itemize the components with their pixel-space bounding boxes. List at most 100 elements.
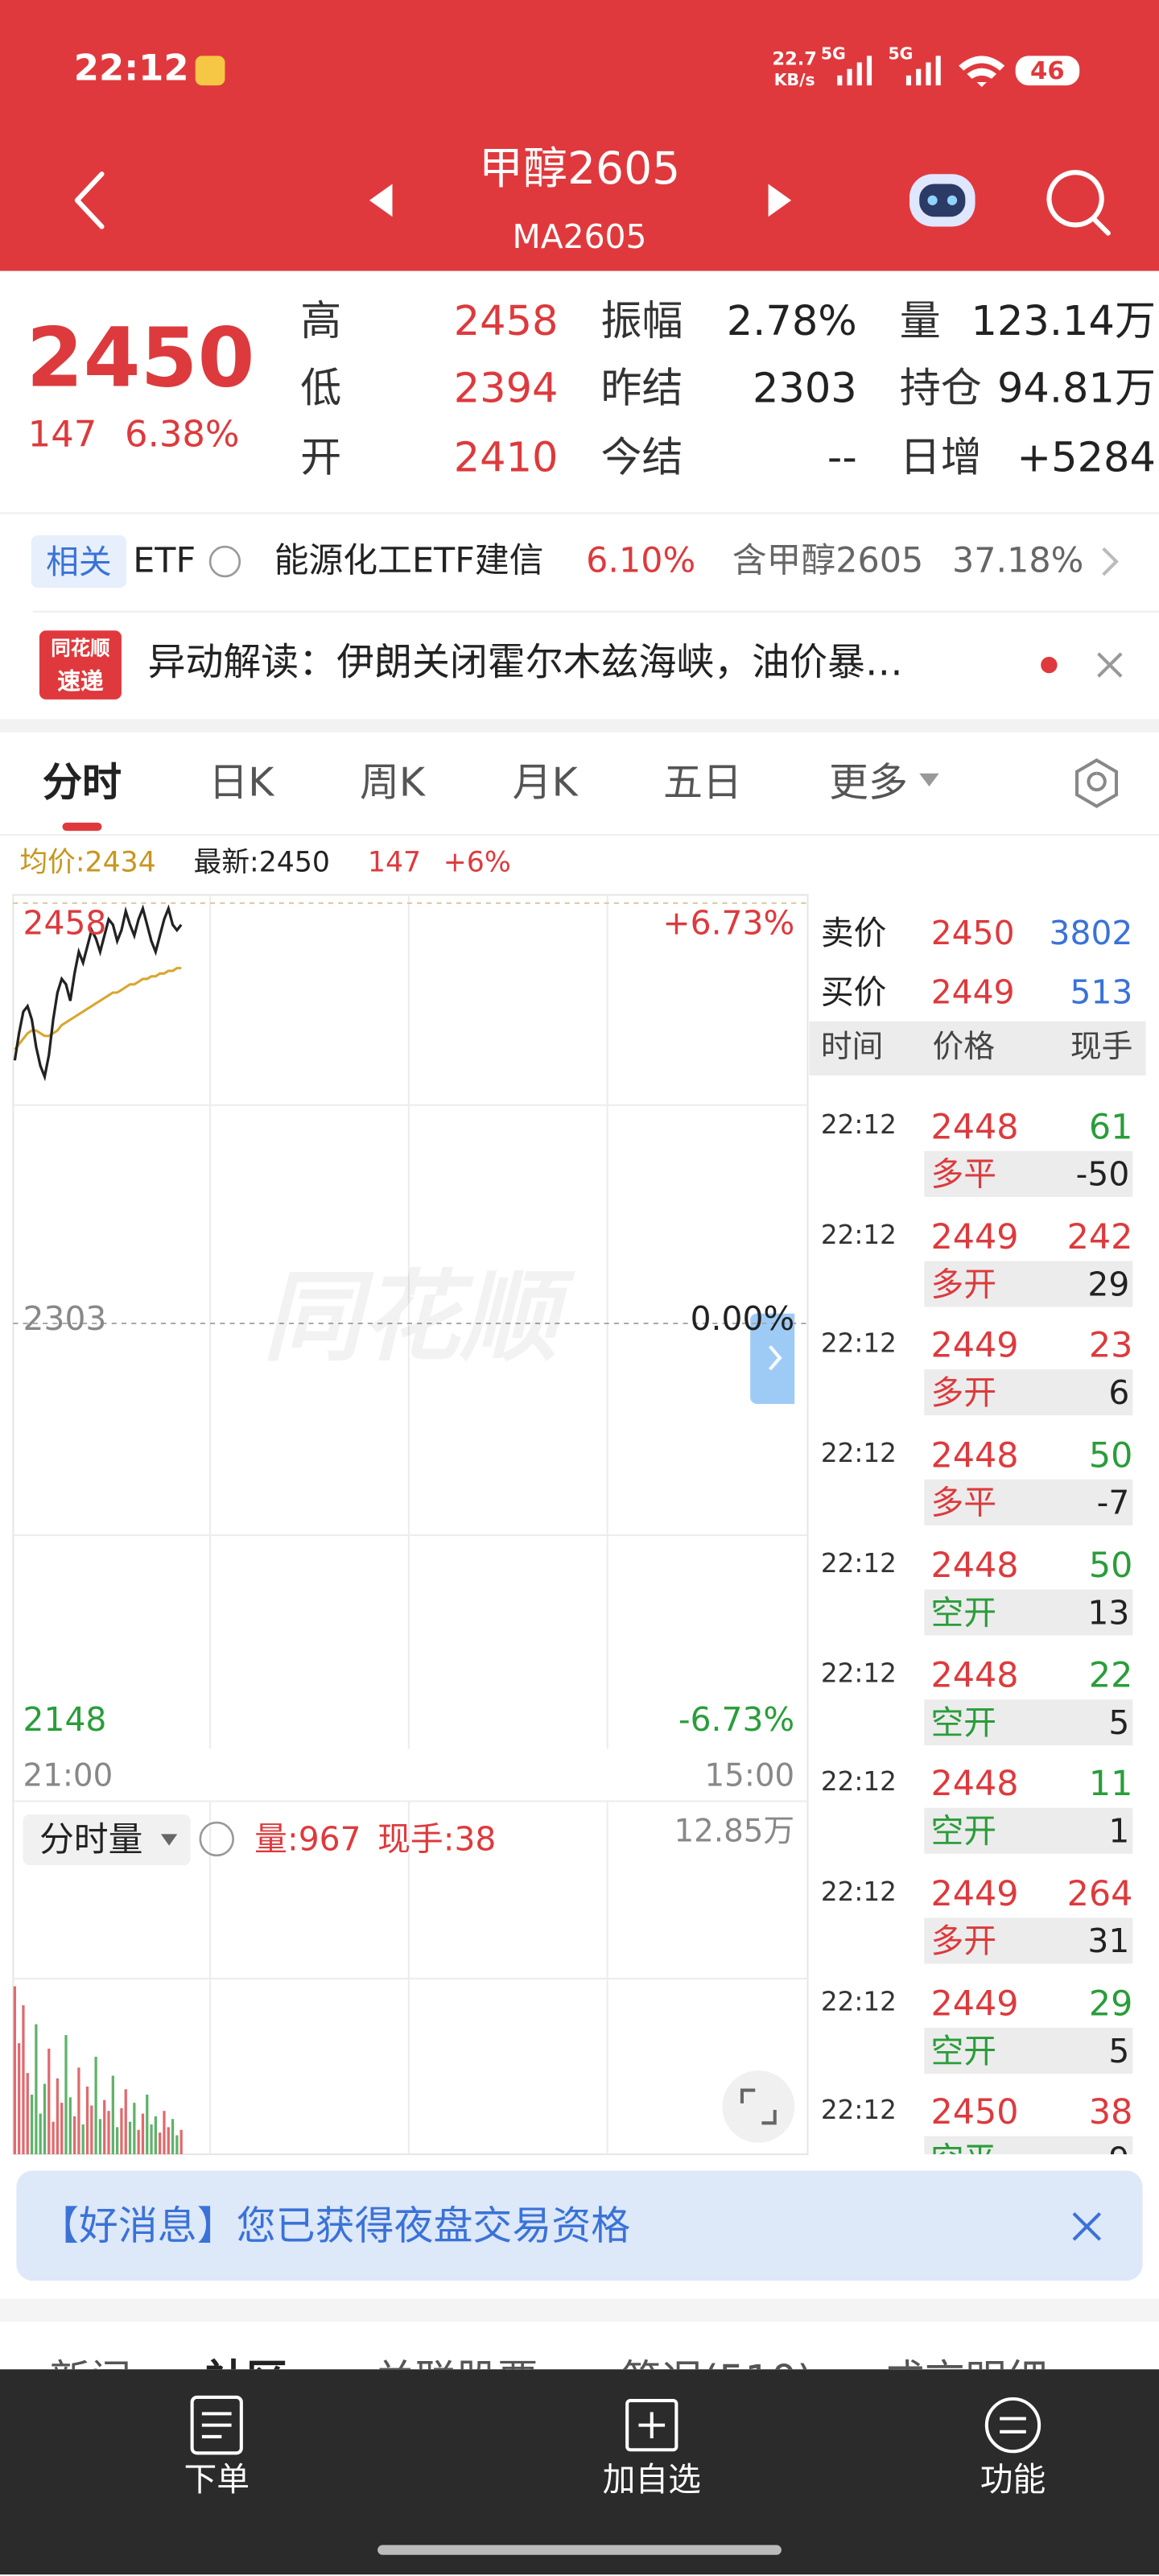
sub-tab[interactable]: 社区 [205,2356,287,2369]
close-banner[interactable] [1072,2212,1102,2241]
volume-bar [26,2073,29,2155]
sub-tab[interactable]: 新闻 [49,2356,131,2369]
banner-text: 【好消息】您已获得夜盘交易资格 [39,2202,631,2249]
volume-bar [124,2089,127,2155]
volume-bar [90,2105,93,2155]
signal-icons [195,56,1005,88]
label: 多开 [930,1373,997,1413]
tab-indicator [62,822,102,832]
volume-bar [141,2113,145,2155]
sub-tab[interactable]: 关联股票 [374,2356,538,2369]
label: 22:12 [820,2095,897,2126]
volume-bar [103,2099,106,2155]
label[interactable]: 能源化工ETF建信 [274,540,544,580]
grid [13,894,808,2155]
label: KB/s [773,72,815,91]
label: 2450 [930,913,1015,953]
fullscreen-button[interactable] [722,2070,795,2143]
label: +6% [443,847,511,880]
volume-bar [163,2111,166,2155]
label: 多开 [930,1263,997,1303]
unread-dot [1041,656,1058,674]
volume-bar [154,2116,157,2155]
label: 11 [1088,1764,1133,1804]
label: 空开 [930,1702,997,1742]
label: 22:12 [820,1546,897,1579]
label: 现手 [1070,1029,1133,1065]
back-button[interactable] [74,171,105,229]
label: 空平 [931,2140,997,2154]
label: 5G [888,46,914,64]
prev-button[interactable] [369,184,393,217]
divider [0,834,1159,836]
clock: 22:12 [73,48,189,90]
label: 123.14万 [971,297,1156,345]
dropdown[interactable] [919,773,939,787]
trade-type-bg [924,1699,1133,1745]
label: 同花顺 [51,637,110,660]
expand-arrow[interactable] [750,1313,795,1404]
tab[interactable]: 月K [512,759,578,806]
sub-tab[interactable]: 简况(510) [621,2356,813,2369]
label: 6 [1108,1373,1130,1413]
volume-bar [35,2024,38,2155]
sub-tabs: 新闻 社区 关联股票 简况(510) 成交明细 [0,2322,1159,2369]
label: 2449 [930,1216,1019,1257]
settings-button[interactable] [1075,758,1119,808]
label: 22:12 [820,1765,897,1798]
volume-bar [120,2107,123,2155]
dropdown[interactable] [160,1834,178,1846]
label: 2449 [930,1326,1019,1366]
volume-bar [107,2111,110,2155]
subtitle: MA2605 [512,217,647,257]
label: 2458 [453,297,559,345]
divider [32,610,1159,613]
chart-frame [12,894,809,2156]
label: 均价:2434 [19,847,156,880]
label: 多开 [930,1921,997,1961]
home-indicator [377,2545,782,2555]
label: 2394 [453,364,559,412]
close-news[interactable] [1097,652,1123,678]
volume-selector-label[interactable]: 分时量 [39,1819,143,1860]
tab[interactable]: 更多 [829,759,908,806]
nav-item[interactable]: 功能 [980,2459,1046,2500]
label: 9 [1108,2140,1129,2154]
label: 22:12 [820,1875,897,1907]
label: 2448 [930,1654,1019,1695]
nav-item[interactable]: 下单 [184,2459,250,2500]
label: 空开 [930,1592,997,1633]
y-tick-label: 0.00% [690,1298,795,1339]
volume-bar [179,2129,183,2155]
tab[interactable]: 分时 [43,759,122,806]
robot-icon[interactable] [909,174,975,227]
y-tick-label: 2458 [23,902,107,943]
label: 61 [1088,1107,1133,1147]
volume-selector[interactable] [23,1814,191,1866]
help-icon[interactable] [199,1821,234,1857]
volume-bar [68,2097,72,2155]
volume-bar [128,2121,132,2155]
news-text[interactable]: 异动解读：伊朗关闭霍尔木兹海峡，油价暴… [147,642,903,685]
y-tick-label: +6.73% [662,902,795,943]
label: 29 [1088,1983,1133,2023]
label: 5G [820,46,846,64]
tab[interactable]: 周K [359,759,426,806]
label: 今结 [600,433,683,481]
label: 264 [1066,1873,1133,1913]
label: 513 [1070,972,1133,1012]
trade-type-bg [924,2027,1133,2074]
section-gap [0,2298,1159,2322]
more-arrow[interactable] [1102,547,1119,576]
label: 147 [27,415,97,456]
help-icon[interactable] [208,545,241,578]
tab[interactable]: 日K [208,759,274,806]
sub-tab[interactable]: 成交明细 [883,2356,1047,2369]
label: 2.78% [726,297,857,345]
tab[interactable]: 五日 [663,759,742,806]
search-button[interactable] [1046,170,1111,236]
label: 现手:38 [377,1818,497,1859]
label: 2450 [930,2093,1019,2132]
next-button[interactable] [768,184,792,217]
nav-item[interactable]: 加自选 [602,2459,701,2500]
